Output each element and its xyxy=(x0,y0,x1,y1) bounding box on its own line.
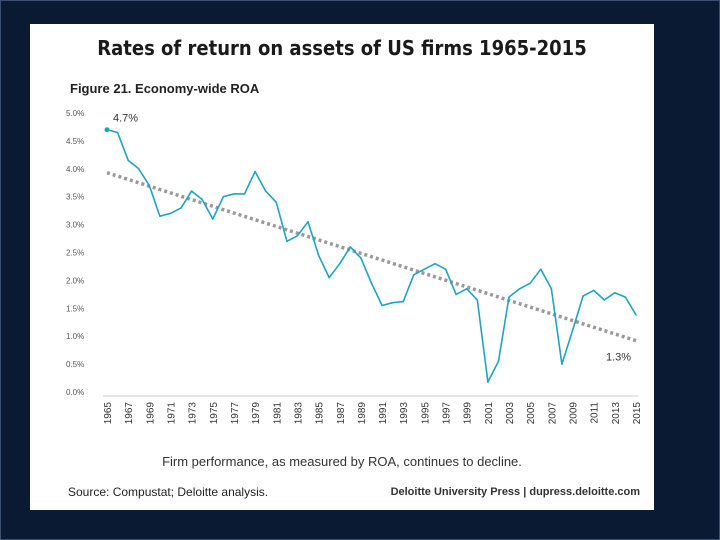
roa-data-point xyxy=(370,282,373,284)
roa-data-point xyxy=(465,287,468,290)
roa-data-point xyxy=(455,293,457,296)
publisher-credit: Deloitte University Press | dupress.delo… xyxy=(390,486,640,498)
roa-data-point xyxy=(614,291,616,294)
roa-data-point xyxy=(180,207,182,209)
roa-data-point xyxy=(434,262,436,265)
x-tick-label: 1987 xyxy=(336,402,347,425)
x-tick-label: 1977 xyxy=(230,402,241,425)
y-tick-label: 0.5% xyxy=(66,360,84,369)
start-value-label: 4.7% xyxy=(113,113,138,125)
x-tick-label: 2009 xyxy=(569,402,580,425)
roa-data-point xyxy=(349,246,352,248)
x-tick-label: 2007 xyxy=(547,402,558,425)
roa-data-point xyxy=(423,268,426,271)
figure-title: Figure 21. Economy-wide ROA xyxy=(70,81,260,96)
slide: Rates of return on assets of US firms 19… xyxy=(30,24,654,510)
roa-data-point xyxy=(529,282,531,284)
trend-end-label: 1.3% xyxy=(606,352,631,364)
x-tick-label: 1967 xyxy=(124,402,135,425)
roa-data-point xyxy=(624,296,627,298)
roa-data-point xyxy=(212,218,214,220)
roa-data-point xyxy=(190,190,193,192)
roa-data-point xyxy=(201,198,204,201)
roa-data-point xyxy=(391,301,394,304)
roa-data-point xyxy=(413,274,415,276)
y-tick-label: 1.5% xyxy=(66,304,84,313)
roa-data-point xyxy=(561,363,563,365)
roa-data-point xyxy=(603,299,606,301)
x-tick-label: 1999 xyxy=(463,402,474,425)
x-tick-label: 1973 xyxy=(188,402,199,425)
y-tick-label: 5.0% xyxy=(66,109,84,118)
roa-data-point xyxy=(307,221,309,223)
trend-line xyxy=(106,171,637,343)
y-tick-label: 3.5% xyxy=(66,193,84,202)
roa-data-point xyxy=(508,296,510,298)
y-tick-label: 4.0% xyxy=(66,165,84,174)
x-tick-label: 2003 xyxy=(505,402,516,425)
roa-data-point xyxy=(487,381,489,383)
roa-chart: 0.0% 0.5% 1.0% 1.5% 2.0% 2.5% 3.0% 3.5% 4.0% 4.5%… xyxy=(66,109,643,425)
y-tick-label: 0.0% xyxy=(66,388,84,397)
roa-data-point xyxy=(222,195,225,198)
x-tick-label: 1985 xyxy=(315,402,326,425)
y-tick-label: 2.5% xyxy=(66,249,84,258)
x-tick-label: 1981 xyxy=(272,402,283,425)
roa-data-point xyxy=(148,184,151,187)
roa-data-point xyxy=(402,300,405,303)
roa-data-point xyxy=(328,276,330,279)
roa-data-point xyxy=(518,287,521,290)
roa-data-point xyxy=(104,127,110,133)
x-tick-label: 2013 xyxy=(611,402,622,425)
roa-data-point xyxy=(497,360,500,363)
roa-data-point xyxy=(571,329,574,332)
x-tick-label: 1997 xyxy=(442,402,453,425)
roa-data-point xyxy=(254,170,256,173)
x-tick-label: 1995 xyxy=(420,402,431,425)
slide-title: Rates of return on assets of US firms 19… xyxy=(97,36,587,60)
x-tick-label: 1991 xyxy=(378,402,389,425)
x-tick-label: 1989 xyxy=(357,402,368,425)
roa-data-point xyxy=(243,193,246,195)
y-tick-label: 2.0% xyxy=(66,276,84,285)
source-note: Source: Compustat; Deloitte analysis. xyxy=(68,485,269,499)
x-tick-label: 2005 xyxy=(526,402,537,425)
x-tick-label: 1971 xyxy=(166,402,177,425)
chart-caption: Firm performance, as measured by ROA, co… xyxy=(162,454,522,469)
roa-data-point xyxy=(233,193,235,195)
roa-data-point xyxy=(381,304,383,307)
roa-data-point xyxy=(539,268,542,271)
roa-data-point xyxy=(550,287,553,290)
y-tick-label: 4.5% xyxy=(66,137,84,146)
roa-data-point xyxy=(317,254,320,257)
x-tick-label: 2011 xyxy=(590,402,601,424)
roa-data-point xyxy=(116,131,119,134)
roa-data-point xyxy=(264,190,267,192)
roa-data-point xyxy=(169,212,172,215)
roa-data-point xyxy=(444,268,447,271)
x-tick-label: 2001 xyxy=(484,402,495,425)
y-tick-label: 3.0% xyxy=(66,221,84,230)
roa-data-point xyxy=(635,314,637,316)
x-tick-label: 1993 xyxy=(399,402,410,425)
x-tick-label: 1975 xyxy=(209,402,220,425)
x-tick-label: 2015 xyxy=(632,402,643,425)
x-tick-label: 1979 xyxy=(251,402,262,425)
roa-data-point xyxy=(127,159,129,162)
roa-data-point xyxy=(476,299,479,301)
x-tick-label: 1983 xyxy=(293,402,304,425)
roa-data-point xyxy=(296,234,299,237)
roa-data-point xyxy=(582,295,584,297)
roa-data-point xyxy=(286,240,288,243)
roa-data-point xyxy=(159,215,161,218)
roa-data-point xyxy=(592,289,595,292)
roa-data-point xyxy=(338,262,341,265)
roa-data-point xyxy=(137,168,140,170)
y-tick-label: 1.0% xyxy=(66,332,84,341)
x-tick-label: 1969 xyxy=(145,402,156,425)
roa-data-point xyxy=(360,257,362,259)
roa-data-point xyxy=(275,201,278,204)
x-tick-label: 1965 xyxy=(103,402,114,425)
